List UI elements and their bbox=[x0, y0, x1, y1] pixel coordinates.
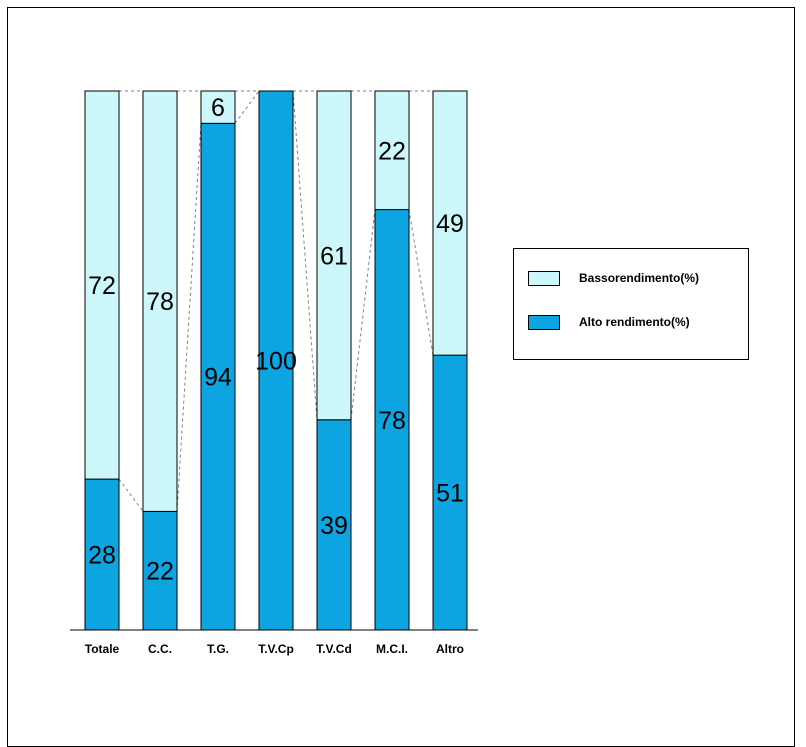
data-label-alto-totale: 28 bbox=[88, 542, 116, 570]
legend-label-basso: Bassorendimento(%) bbox=[579, 271, 700, 285]
series-line-alto bbox=[292, 90, 318, 420]
x-tick-t-v-cp: T.V.Cp bbox=[258, 642, 294, 656]
x-tick-m-c-i: M.C.I. bbox=[376, 642, 408, 656]
legend-item-alto: Alto rendimento(%) bbox=[528, 313, 690, 331]
bar-basso-t-v-cd bbox=[316, 90, 352, 421]
series-line-alto bbox=[176, 123, 202, 512]
data-label-alto-t-v-cd: 39 bbox=[320, 512, 348, 540]
bar-basso-c-c bbox=[142, 90, 178, 512]
x-tick-labels: Totale C.C. T.G. T.V.Cp T.V.Cd M.C.I. Altro bbox=[85, 642, 464, 656]
bar-alto-altro bbox=[432, 354, 468, 631]
series-line-alto bbox=[350, 209, 376, 420]
data-label-basso-m-c-i: 22 bbox=[378, 137, 406, 165]
x-tick-totale: Totale bbox=[85, 642, 120, 656]
legend-swatch-alto bbox=[528, 314, 560, 330]
data-labels: 28 72 22 78 94 6 100 39 61 78 22 51 49 bbox=[88, 94, 464, 586]
data-label-basso-totale: 72 bbox=[88, 272, 116, 300]
series-line-alto bbox=[408, 209, 434, 356]
legend: Bassorendimento(%) Alto rendimento(%) bbox=[513, 248, 749, 360]
x-tick-t-v-cd: T.V.Cd bbox=[316, 642, 352, 656]
x-tick-c-c: C.C. bbox=[148, 642, 172, 656]
legend-label-alto: Alto rendimento(%) bbox=[579, 315, 690, 329]
data-label-alto-c-c: 22 bbox=[146, 558, 174, 586]
data-label-basso-altro: 49 bbox=[436, 210, 464, 238]
series-line-alto bbox=[118, 478, 144, 512]
series-lines bbox=[118, 90, 434, 512]
bars bbox=[84, 90, 468, 631]
data-label-alto-m-c-i: 78 bbox=[378, 407, 406, 435]
data-label-alto-t-g: 94 bbox=[204, 364, 232, 392]
stacked-bar-chart: 28 72 22 78 94 6 100 39 61 78 22 51 49 Totale C.C. T.G… bbox=[70, 90, 478, 656]
legend-swatch-basso bbox=[528, 270, 560, 286]
legend-item-basso: Bassorendimento(%) bbox=[528, 269, 699, 287]
x-tick-t-g: T.G. bbox=[207, 642, 229, 656]
data-label-alto-t-v-cp: 100 bbox=[255, 348, 297, 376]
bar-basso-t-g bbox=[200, 90, 236, 124]
data-label-basso-c-c: 78 bbox=[146, 288, 174, 316]
series-line-alto bbox=[234, 90, 260, 124]
data-label-basso-t-g: 6 bbox=[211, 94, 225, 122]
bar-basso-totale bbox=[84, 90, 120, 480]
data-label-alto-altro: 51 bbox=[436, 480, 464, 508]
data-label-basso-t-v-cd: 61 bbox=[320, 242, 348, 270]
bar-basso-m-c-i bbox=[374, 90, 410, 211]
x-tick-altro: Altro bbox=[436, 642, 464, 656]
bar-alto-t-v-cd bbox=[316, 419, 352, 631]
bar-basso-altro bbox=[432, 90, 468, 356]
bar-alto-t-v-cp bbox=[258, 90, 294, 631]
bar-alto-m-c-i bbox=[374, 209, 410, 631]
